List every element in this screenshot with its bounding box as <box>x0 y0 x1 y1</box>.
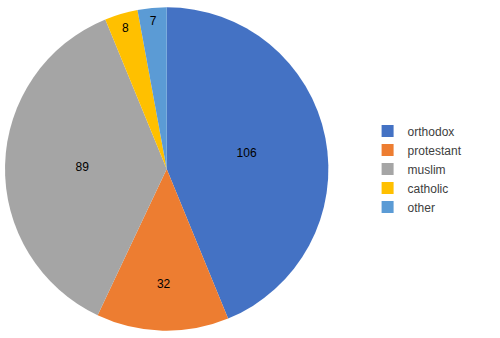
svg-text:protestant: protestant <box>408 144 462 158</box>
svg-text:muslim: muslim <box>408 163 446 177</box>
svg-text:other: other <box>408 201 435 215</box>
svg-text:8: 8 <box>122 21 129 35</box>
svg-text:catholic: catholic <box>408 182 449 196</box>
svg-text:orthodox: orthodox <box>408 125 455 139</box>
svg-text:89: 89 <box>75 160 89 174</box>
svg-text:7: 7 <box>150 14 157 28</box>
svg-text:106: 106 <box>237 146 257 160</box>
svg-text:32: 32 <box>157 277 171 291</box>
